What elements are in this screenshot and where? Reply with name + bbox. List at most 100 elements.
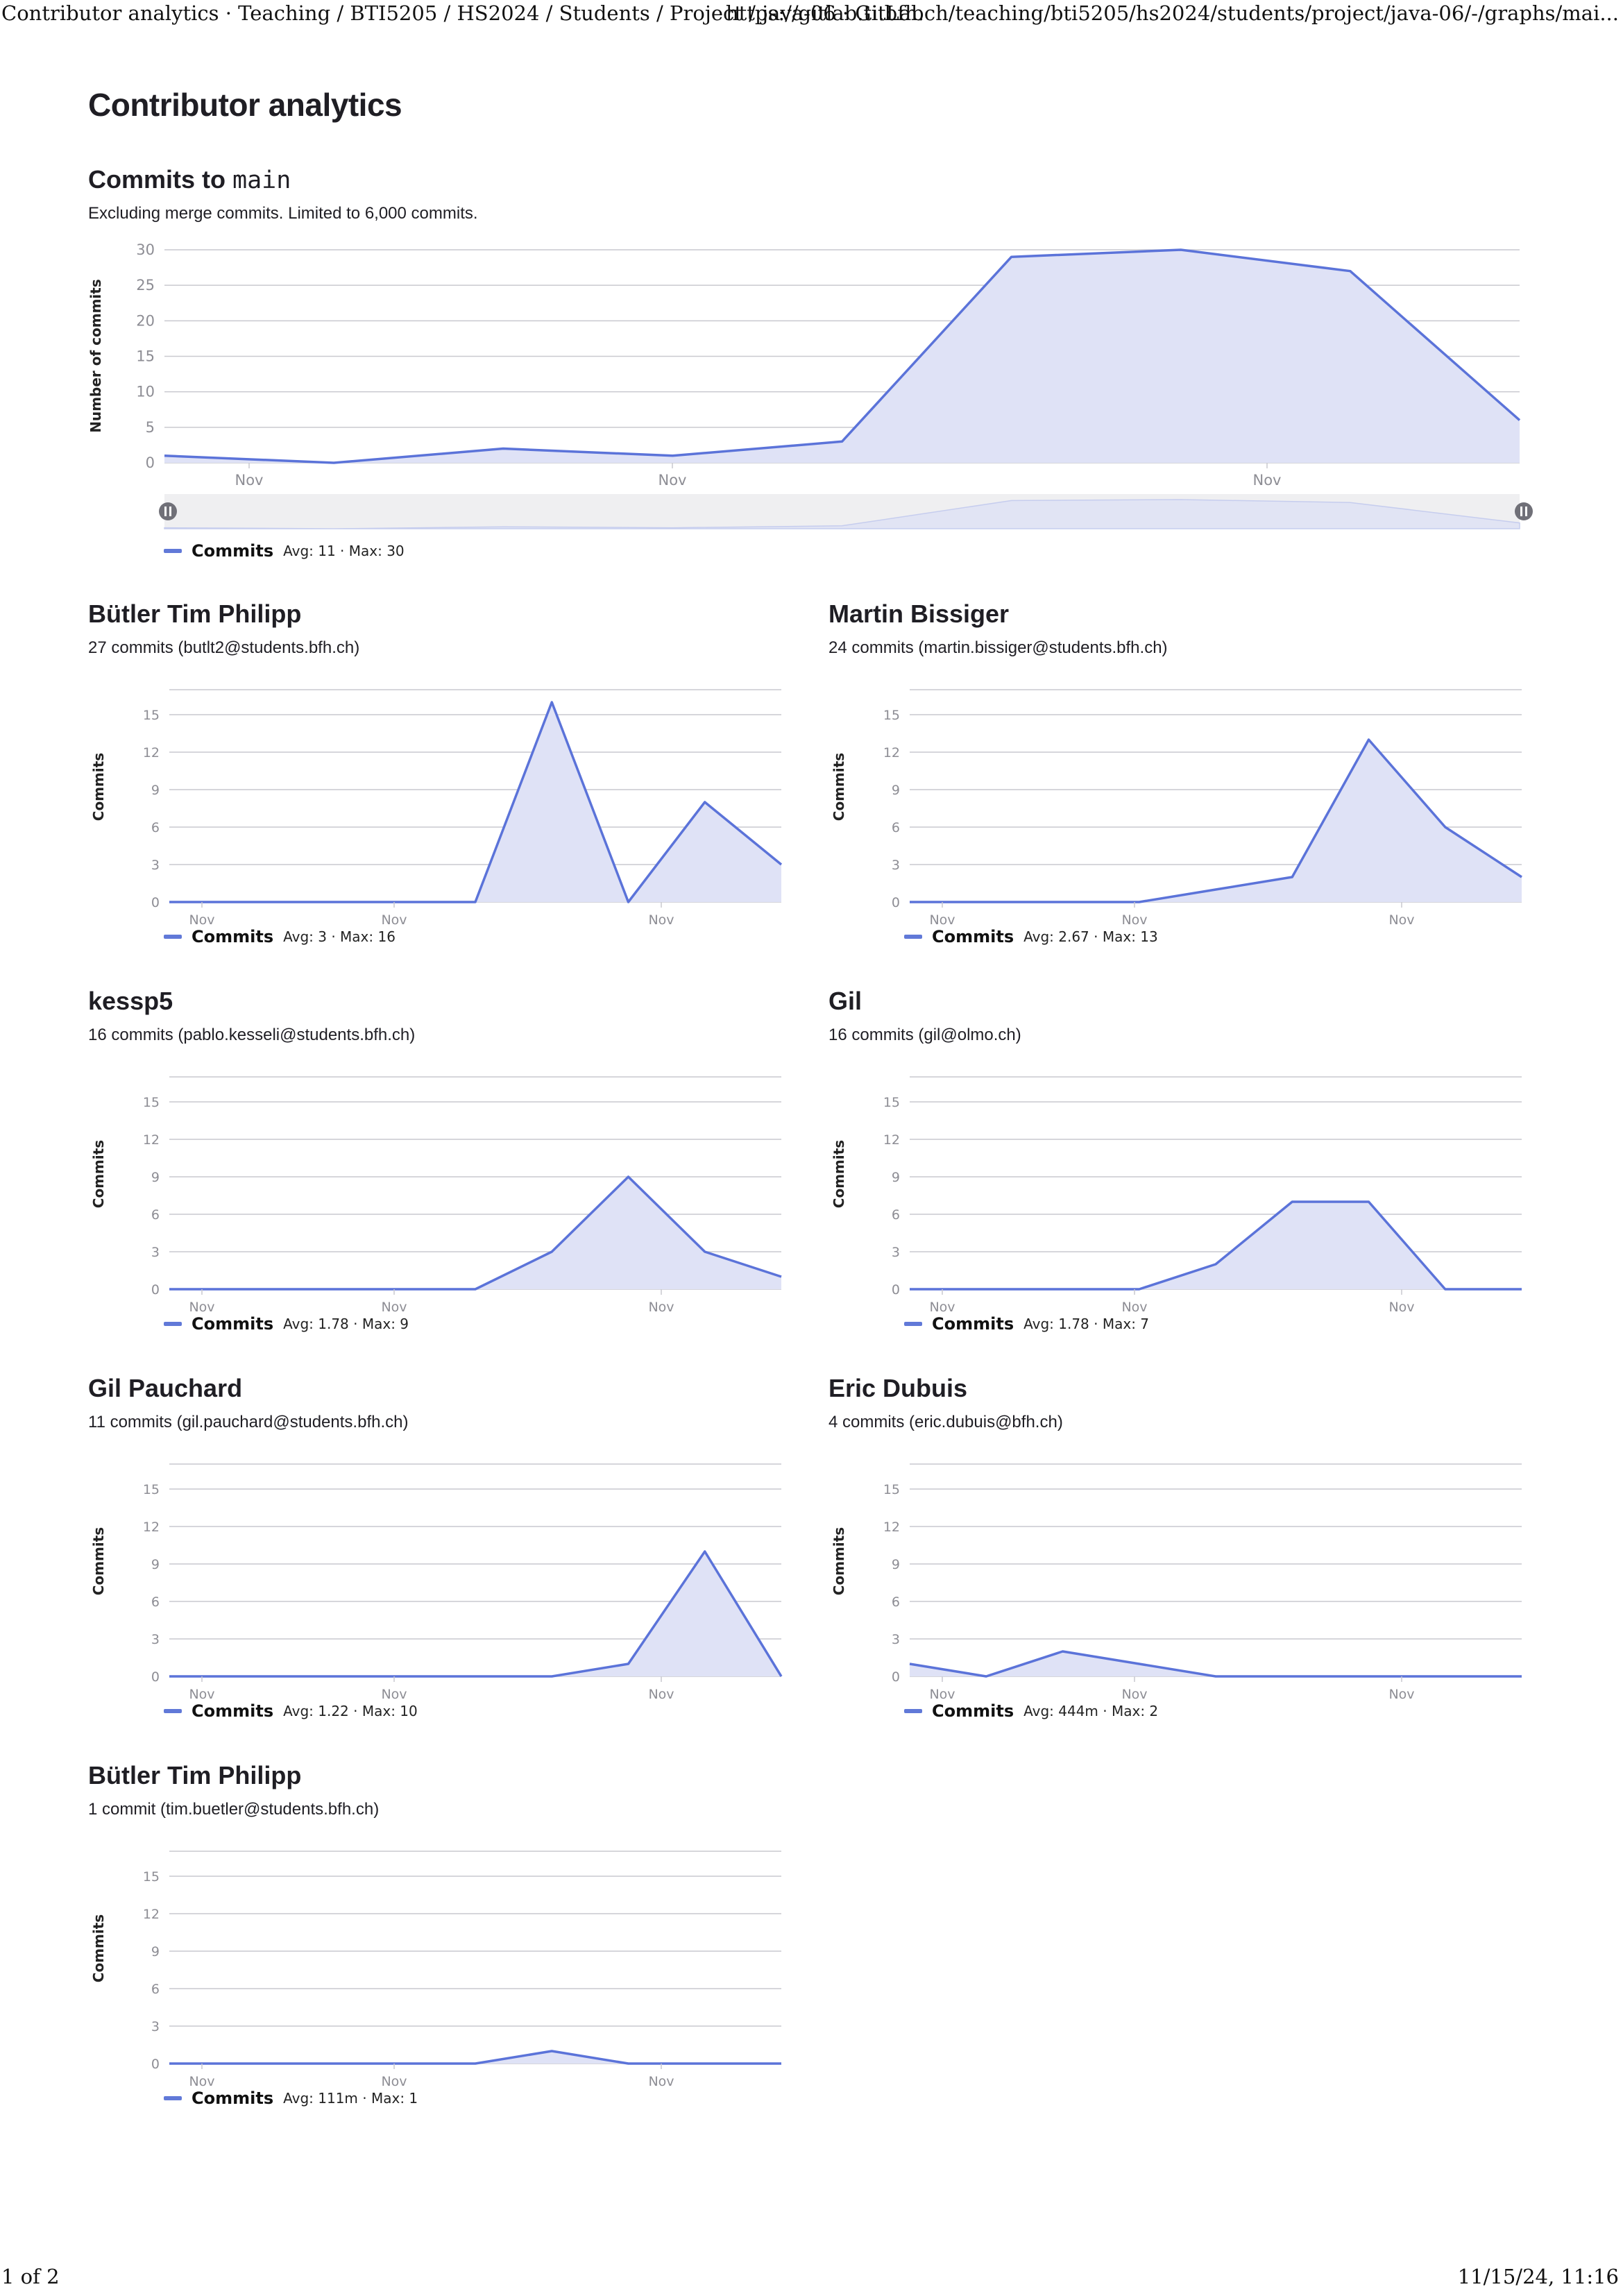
series-line [169,1175,782,1291]
y-tick-label: 10 [136,384,155,400]
y-tick-label: 9 [892,783,900,798]
page-title: Contributor analytics [88,87,402,123]
contributor-card: Martin Bissiger 24 commits (martin.bissi… [829,599,1522,960]
contributor-legend: Commits Avg: 2.67 · Max: 13 [904,926,1158,948]
contributor-card: Bütler Tim Philipp 27 commits (butlt2@st… [88,599,783,960]
contributor-name: kessp5 [88,987,173,1015]
contributor-legend: Commits Avg: 444m · Max: 2 [904,1700,1158,1722]
series-line [169,2050,781,2065]
y-tick-label: 15 [143,708,160,723]
y-axis-title: Commits [90,1140,107,1208]
x-tick-label: Nov [1121,1687,1147,1702]
main-chart-description: Excluding merge commits. Limited to 6,00… [88,204,478,223]
legend-stats: Avg: 3 · Max: 16 [283,928,396,945]
legend-swatch [904,1322,922,1326]
contributor-card: Bütler Tim Philipp 1 commit (tim.buetler… [88,1761,782,2122]
series-area [910,1651,1522,1676]
contributor-name: Bütler Tim Philipp [88,599,302,628]
y-axis-title: Commits [90,753,107,821]
contributor-card: Gil 16 commits (gil@olmo.ch) 0 3 6 9 12 15 Nov… [829,987,1522,1347]
legend-label: Commits [932,927,1014,946]
legend-swatch [164,2096,182,2100]
x-tick-label: Nov [1121,1300,1147,1315]
contributor-commits: 11 commits (gil.pauchard@students.bfh.ch… [88,1413,409,1431]
x-tick-label: Nov [648,1687,674,1702]
series-area [169,702,781,902]
print-footer: 1 of 2 11/15/24, 11:16 [0,2263,1623,2294]
y-axis-title: Commits [90,1914,107,1982]
print-footer-datetime: 11/15/24, 11:16 [1457,2265,1619,2288]
legend-swatch [904,935,922,939]
branch-name: main [232,167,291,194]
range-selector-preview [164,499,1520,529]
legend-swatch [904,1709,922,1713]
contributor-legend: Commits Avg: 1.22 · Max: 10 [164,1700,418,1722]
x-tick-label: Nov [189,1687,214,1702]
x-tick-label: Nov [381,912,407,928]
contributor-legend: Commits Avg: 111m · Max: 1 [164,2087,418,2109]
y-tick-label: 0 [151,895,160,910]
y-tick-label: 3 [151,2019,160,2034]
legend-swatch [164,1322,182,1326]
x-tick-label: Nov [1253,472,1282,488]
legend-stats: Avg: 1.22 · Max: 10 [283,1703,418,1719]
legend-stats: Avg: 444m · Max: 2 [1023,1703,1159,1719]
contributor-name: Gil Pauchard [88,1374,243,1402]
y-tick-label: 12 [143,745,160,760]
contributor-commits: 4 commits (eric.dubuis@bfh.ch) [829,1413,1063,1431]
x-tick-label: Nov [1121,912,1147,928]
contributor-commits: 1 commit (tim.buetler@students.bfh.ch) [88,1800,380,1819]
x-tick-label: Nov [648,912,674,928]
contributor-card: kessp5 16 commits (pablo.kesseli@student… [88,987,782,1347]
contributor-commits: 16 commits (pablo.kesseli@students.bfh.c… [88,1026,416,1044]
x-tick-label: Nov [235,472,264,488]
legend-swatch [164,549,182,553]
x-tick-label: Nov [1388,912,1414,928]
contributor-name: Martin Bissiger [829,599,1010,628]
y-tick-label: 9 [892,1170,900,1185]
contributor-commits: 24 commits (martin.bissiger@students.bfh… [829,638,1168,657]
range-handle-right[interactable] [1515,502,1533,520]
x-tick-label: Nov [1388,1300,1414,1315]
main-chart-title-prefix: Commits to [88,165,226,194]
series-area [169,1551,781,1676]
y-tick-label: 3 [892,1632,900,1647]
y-tick-label: 30 [136,241,155,258]
range-handle-left[interactable] [159,502,177,520]
x-tick-label: Nov [648,2074,674,2089]
y-tick-label: 0 [151,1669,160,1685]
legend-stats: Avg: 1.78 · Max: 7 [1023,1316,1150,1332]
x-tick-label: Nov [381,2074,407,2089]
series-area [910,740,1522,902]
legend-label: Commits [192,1701,274,1721]
y-tick-label: 6 [151,1595,160,1610]
y-axis-title: Commits [90,1527,107,1595]
contributor-name: Bütler Tim Philipp [88,1761,302,1789]
x-tick-label: Nov [189,912,214,928]
print-footer-page: 1 of 2 [1,2265,60,2288]
y-axis-title: Commits [831,753,847,821]
series-area [169,1177,781,1289]
y-tick-label: 9 [151,1170,160,1185]
y-tick-label: 15 [143,1095,160,1110]
contributor-commits: 16 commits (gil@olmo.ch) [829,1026,1021,1044]
y-axis-title: Number of commits [87,279,104,433]
y-tick-label: 9 [892,1557,900,1572]
legend-stats: Avg: 11 · Max: 30 [283,543,405,559]
legend-label: Commits [192,541,274,561]
legend-stats: Avg: 2.67 · Max: 13 [1023,928,1158,945]
y-tick-label: 0 [892,895,900,910]
contributor-legend: Commits Avg: 3 · Max: 16 [164,926,396,948]
y-tick-label: 12 [143,1907,160,1922]
contributor-commits-chart: 0 3 6 9 12 15 Nov Nov Nov Commits [90,1463,783,1702]
contributor-name: Gil [829,987,863,1015]
series-area [169,2051,781,2064]
x-tick-label: Nov [929,1300,955,1315]
y-tick-label: 6 [892,1595,900,1610]
y-tick-label: 25 [136,277,155,294]
legend-label: Commits [192,2089,274,2108]
y-tick-label: 15 [883,708,900,723]
y-tick-label: 20 [136,312,155,329]
y-tick-label: 15 [143,1482,160,1497]
y-tick-label: 12 [143,1520,160,1535]
